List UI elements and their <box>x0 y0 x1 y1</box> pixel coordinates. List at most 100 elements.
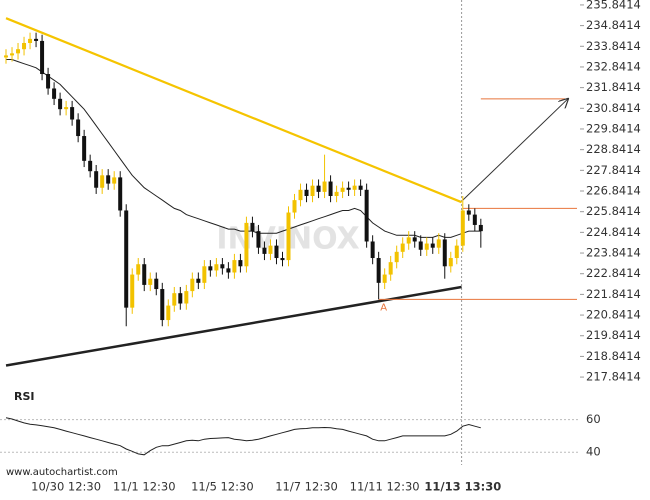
y-tick-label: 231.8414 <box>586 80 641 94</box>
candle-body <box>352 185 357 190</box>
y-tick-label: 221.8414 <box>586 287 641 301</box>
candle-body <box>202 266 207 283</box>
candle-body <box>142 264 147 285</box>
candle-body <box>76 119 81 137</box>
y-tick-label: 234.8414 <box>586 18 641 32</box>
candle-body <box>334 191 339 196</box>
candle-body <box>82 136 87 161</box>
candle-body <box>346 187 351 190</box>
candle-body <box>58 98 63 110</box>
candle-body <box>214 264 219 271</box>
y-tick-label: 225.8414 <box>586 204 641 218</box>
candle-body <box>280 258 285 261</box>
moving-average <box>6 59 481 238</box>
candle-body <box>106 175 111 184</box>
candle-body <box>4 55 9 58</box>
candle-body <box>16 49 21 54</box>
x-tick-label: 11/5 12:30 <box>191 480 254 494</box>
x-tick-label: 11/7 12:30 <box>275 480 338 494</box>
candle-body <box>340 187 345 192</box>
candle-body <box>430 243 435 248</box>
y-tick-label: 230.8414 <box>586 101 641 115</box>
candle-body <box>448 258 453 267</box>
rsi-line <box>5 417 481 456</box>
candle-body <box>358 185 363 190</box>
candle-body <box>40 40 45 75</box>
candle-body <box>388 262 393 275</box>
y-tick-label: 224.8414 <box>586 225 641 239</box>
candle-body <box>244 222 249 267</box>
candle-body <box>124 210 129 308</box>
candle-body <box>256 231 261 248</box>
candle-body <box>22 43 27 50</box>
candle-body <box>172 293 177 306</box>
candle-body <box>328 181 333 196</box>
candle-body <box>208 266 213 271</box>
x-tick-label: 11/13 13:30 <box>424 480 501 494</box>
y-tick-label: 40 <box>586 445 601 459</box>
y-tick-label: 233.8414 <box>586 39 641 53</box>
candle-body <box>268 245 273 254</box>
y-tick-label: 220.8414 <box>586 308 641 322</box>
resistance-line <box>5 17 463 204</box>
candle-body <box>400 243 405 252</box>
x-tick-label: 10/30 12:30 <box>31 480 101 494</box>
candle-body <box>154 278 159 290</box>
candle-body <box>232 260 237 273</box>
candle-body <box>46 74 51 89</box>
candle-body <box>70 107 75 120</box>
support-line <box>5 285 462 367</box>
y-tick-label: 228.8414 <box>586 142 641 156</box>
candle-body <box>94 171 99 188</box>
candle-body <box>310 185 315 196</box>
candle-body <box>118 177 123 211</box>
candle-body <box>370 241 375 259</box>
candle-body <box>274 245 279 259</box>
candle-body <box>136 264 141 275</box>
y-tick-label: 232.8414 <box>586 59 641 73</box>
candle-body <box>52 88 57 99</box>
candle-body <box>436 239 441 248</box>
y-tick-label: 218.8414 <box>586 349 641 363</box>
candle-body <box>112 177 117 184</box>
candle-body <box>190 278 195 292</box>
y-tick-label: 235.8414 <box>586 0 641 11</box>
x-tick-label: 11/11 12:30 <box>350 480 420 494</box>
rsi-title: RSI <box>14 390 35 403</box>
candle-body <box>460 210 465 246</box>
candle-body <box>442 239 447 267</box>
y-tick-label: 227.8414 <box>586 163 641 177</box>
x-tick-label: 11/1 12:30 <box>113 480 176 494</box>
candle-body <box>364 189 369 242</box>
candle-body <box>148 278 153 285</box>
candle-body <box>130 274 135 308</box>
candle-body <box>412 237 417 242</box>
candle-body <box>298 189 303 201</box>
y-tick-label: 60 <box>586 412 601 426</box>
source: www.autochartist.com <box>6 467 118 478</box>
y-tick-label: 219.8414 <box>586 328 641 342</box>
candle-body <box>196 278 201 283</box>
candle-body <box>382 274 387 283</box>
candle-body <box>292 200 297 213</box>
candle-body <box>454 245 459 259</box>
candle-body <box>184 291 189 304</box>
candle-body <box>34 38 39 41</box>
candle-body <box>322 181 327 192</box>
candle-body <box>250 222 255 232</box>
candle-body <box>466 210 471 215</box>
candle-body <box>472 214 477 225</box>
y-tick-label: 217.8414 <box>586 370 641 384</box>
candle-body <box>166 305 171 321</box>
candle-body <box>316 185 321 192</box>
candle-body <box>220 264 225 269</box>
candle-body <box>304 189 309 196</box>
y-tick-label: 223.8414 <box>586 246 641 260</box>
forecast-arrow <box>462 99 568 201</box>
candle-body <box>100 175 105 188</box>
candle-body <box>406 237 411 244</box>
candle-body <box>286 212 291 261</box>
candle-body <box>10 53 15 56</box>
level-label: A <box>380 302 387 313</box>
